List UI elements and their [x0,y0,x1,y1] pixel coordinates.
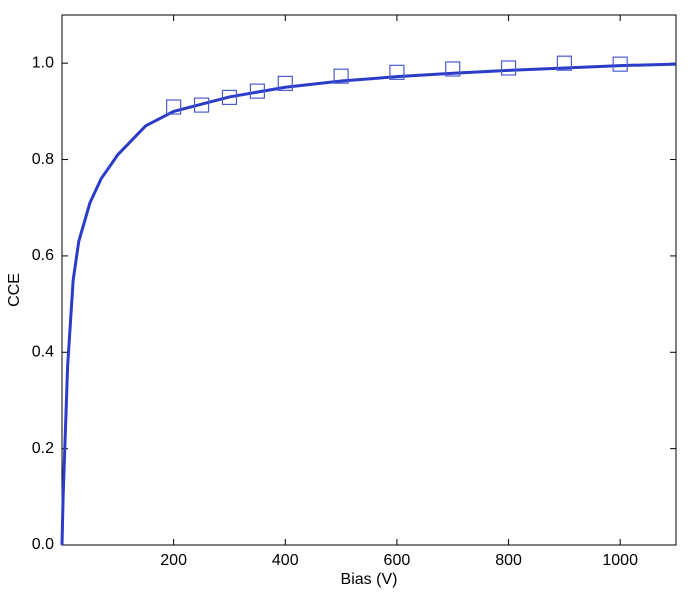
y-tick-label: 1.0 [32,54,54,71]
x-tick-label: 1000 [602,552,638,569]
y-axis-label: CCE [6,273,23,307]
plot-frame [61,14,677,546]
fit-curve [60,62,677,546]
data-point [277,75,293,92]
data-point [166,99,182,115]
x-tick-label: 800 [495,552,522,569]
y-tick-label: 0.8 [32,151,54,168]
y-tick-label: 0.0 [32,536,54,553]
x-tick-label: 600 [384,552,411,569]
data-point [500,60,517,76]
data-point [249,83,265,99]
data-point [193,97,210,113]
x-tick-label: 400 [272,552,299,569]
data-point [612,56,628,72]
x-tick-label: 200 [160,552,187,569]
x-axis-label: Bias (V) [341,571,398,588]
data-point [221,89,238,105]
y-tick-label: 0.2 [32,440,54,457]
data-point [389,64,405,80]
y-tick-label: 0.6 [32,247,54,264]
data-point [333,68,349,84]
data-point [556,55,572,71]
y-tick-label: 0.4 [32,343,54,360]
data-point [445,61,461,77]
